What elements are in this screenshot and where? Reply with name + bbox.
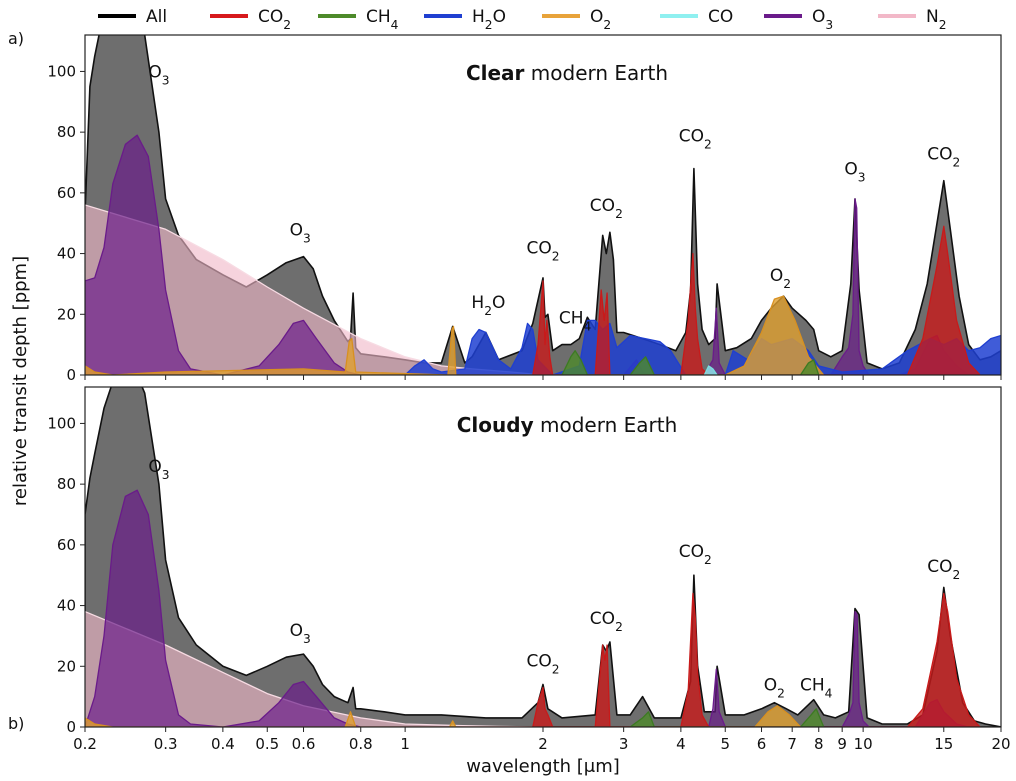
y-tick-label: 0: [66, 366, 76, 384]
band-annotation: O3: [148, 63, 169, 88]
legend-entry: O2: [542, 7, 611, 32]
band-annotation: CO2: [526, 239, 559, 264]
legend-label: N2: [926, 7, 947, 32]
legend-label: All: [146, 7, 167, 27]
series-area-co2: [532, 225, 981, 375]
series-area-o2: [85, 705, 802, 727]
band-annotation: H2O: [471, 293, 505, 318]
legend-label: O2: [590, 7, 611, 32]
y-tick-label: 0: [66, 718, 76, 736]
x-tick-label: 3: [619, 735, 629, 753]
band-annotation: O3: [844, 160, 865, 185]
x-tick-label: 1: [400, 735, 410, 753]
x-tick-label: 20: [991, 735, 1010, 753]
legend-entry: H2O: [424, 7, 506, 32]
legend-entry: CH4: [318, 7, 399, 32]
x-axis-label: wavelength [μm]: [466, 756, 620, 777]
panel-tag: b): [8, 714, 24, 733]
x-tick-label: 0.3: [154, 735, 178, 753]
panel-cloudy: 0 20 40 60 80 100 Cloudy modern Earth b) O3 O3 CO2…: [8, 386, 1002, 736]
y-tick-label: 40: [57, 245, 76, 263]
band-annotation: CO2: [927, 557, 960, 582]
legend-label: O3: [812, 7, 833, 32]
panel-title: Clear modern Earth: [466, 61, 668, 85]
x-tick-label: 15: [934, 735, 953, 753]
plot-area: [85, 35, 1001, 375]
panel-title: Cloudy modern Earth: [457, 413, 678, 437]
series-area-ch4: [629, 708, 825, 727]
y-axis-label: relative transit depth [ppm]: [10, 256, 31, 506]
legend-label: CO: [708, 7, 733, 27]
x-tick-label: 5: [720, 735, 730, 753]
legend-entry: O3: [764, 7, 833, 32]
x-tick-label: 2: [538, 735, 548, 753]
band-annotation: O3: [290, 220, 311, 245]
x-tick-label: 7: [787, 735, 797, 753]
band-annotation: CO2: [526, 651, 559, 676]
y-tick-label: 100: [47, 62, 76, 80]
y-tick-label: 20: [57, 657, 76, 675]
band-annotation: CH4: [800, 676, 833, 701]
y-tick-label: 80: [57, 475, 76, 493]
band-annotation: O2: [770, 266, 791, 291]
series-area-ch4: [561, 350, 820, 375]
legend-label: CO2: [258, 7, 291, 32]
y-tick-label: 60: [57, 184, 76, 202]
band-annotation: CO2: [679, 126, 712, 151]
legend-entry: N2: [878, 7, 947, 32]
band-annotation: CH4: [559, 308, 592, 333]
y-tick-label: 40: [57, 597, 76, 615]
band-annotation: O3: [290, 621, 311, 646]
y-tick-label: 80: [57, 123, 76, 141]
x-tick-label: 6: [757, 735, 767, 753]
legend-label: H2O: [472, 7, 506, 32]
panel-tag: a): [8, 29, 24, 48]
x-tick-label: 0.6: [292, 735, 316, 753]
x-tick-label: 0.4: [211, 735, 235, 753]
band-annotation: CO2: [927, 144, 960, 169]
series-area-o3: [85, 489, 970, 727]
y-tick-label: 100: [47, 414, 76, 432]
x-tick-label: 10: [854, 735, 873, 753]
panel-clear: 0 20 40 60 80 100 Clear modern Earth a) O3 O3 H2O C…: [8, 29, 1002, 384]
legend-entry: CO: [660, 7, 733, 27]
series-area-o2: [85, 295, 825, 375]
legend: All CO2 CH4 H2O O2 CO O3 N2: [98, 7, 947, 32]
x-tick-label: 0.5: [255, 735, 279, 753]
band-annotation: CO2: [679, 542, 712, 567]
series-area-co: [703, 365, 718, 375]
x-tick-label: 8: [814, 735, 824, 753]
series-area-co2: [532, 592, 981, 727]
band-annotation: CO2: [590, 196, 623, 221]
band-annotation: CO2: [590, 609, 623, 634]
x-tick-label: 0.2: [73, 735, 97, 753]
x-tick-label: 0.8: [349, 735, 373, 753]
y-tick-label: 60: [57, 536, 76, 554]
legend-label: CH4: [366, 7, 399, 32]
legend-entry: CO2: [210, 7, 291, 32]
x-tick-label: 9: [837, 735, 847, 753]
band-annotation: O3: [148, 457, 169, 482]
band-annotation: O2: [764, 676, 785, 701]
legend-entry: All: [98, 7, 167, 27]
x-tick-label: 4: [676, 735, 686, 753]
y-tick-label: 20: [57, 305, 76, 323]
